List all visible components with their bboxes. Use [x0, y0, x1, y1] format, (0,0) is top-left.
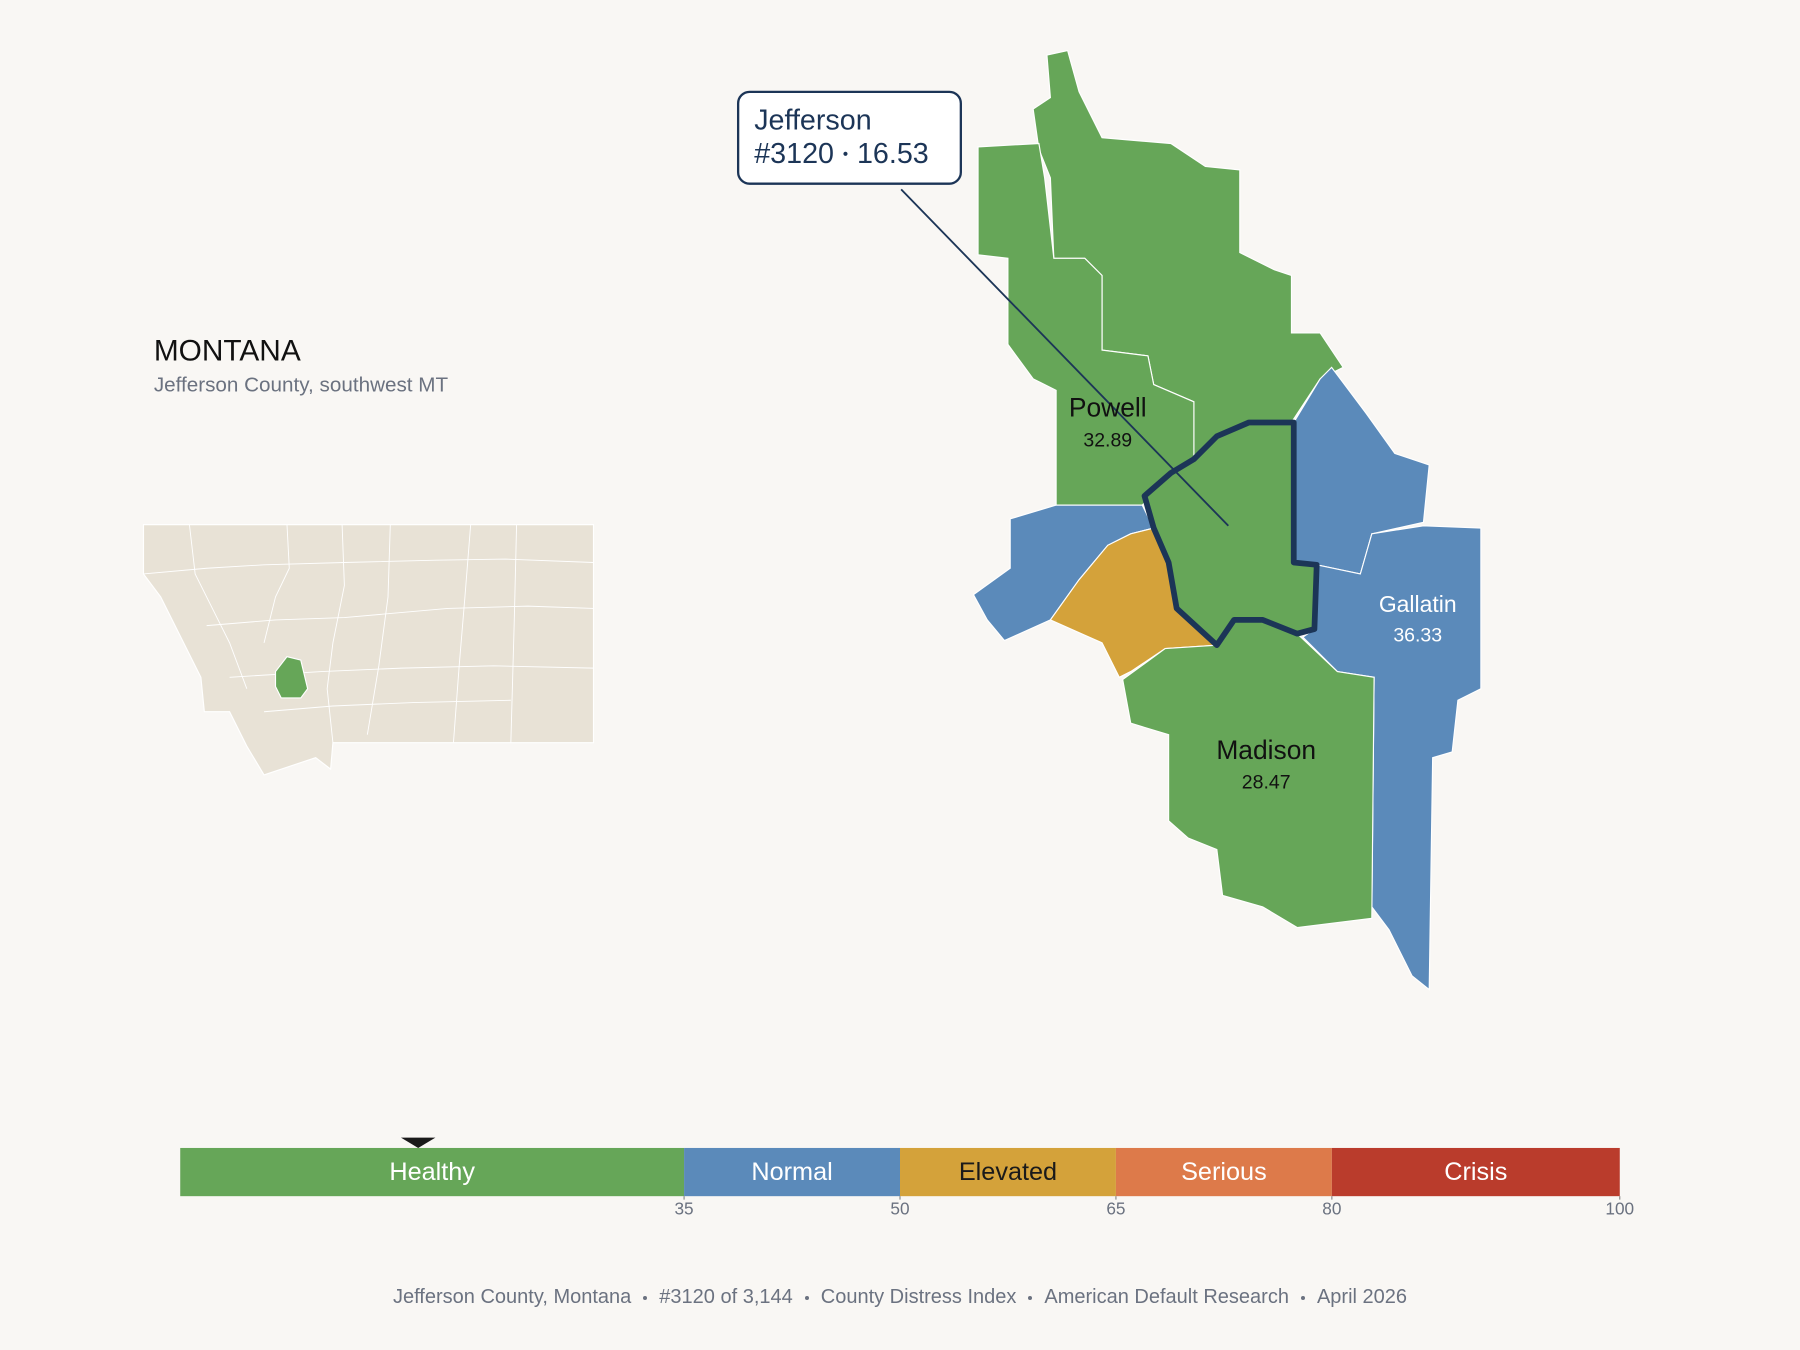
tooltip-name: Jefferson: [754, 105, 871, 137]
legend-bin-label: Elevated: [959, 1158, 1057, 1186]
counties: [972, 49, 1482, 991]
county-value: 36.33: [1393, 625, 1442, 647]
legend-bin-label: Serious: [1181, 1158, 1267, 1186]
county-value: 28.47: [1242, 772, 1291, 794]
state-shape: [142, 524, 595, 776]
county-name: Madison: [1216, 735, 1316, 765]
legend-bin: [900, 1147, 1116, 1197]
tooltip: Jefferson #3120 16.53: [736, 90, 962, 185]
county-name: Powell: [1069, 393, 1147, 423]
county-shape: [977, 142, 1195, 506]
legend: Healthy Normal Elevated Serious Crisis 35 50 65…: [180, 1137, 1634, 1219]
legend-tick-label: 100: [1605, 1199, 1634, 1219]
tooltip-rank: #3120: [754, 138, 834, 170]
legend-tick-label: 65: [1106, 1199, 1125, 1219]
footer-item: American Default Research: [1044, 1286, 1289, 1308]
legend-tick-label: 80: [1322, 1199, 1341, 1219]
footer-separator: [1300, 1295, 1305, 1300]
county-value: 32.89: [1083, 430, 1132, 452]
inset-map: [142, 524, 595, 776]
legend-bin: [684, 1147, 900, 1197]
legend-bin-label: Crisis: [1444, 1158, 1507, 1186]
tooltip-connector: [900, 188, 1229, 527]
footer-item: #3120 of 3,144: [659, 1286, 793, 1308]
value-marker: [400, 1137, 436, 1148]
inset-highlight: [274, 655, 309, 699]
footer-item: April 2026: [1316, 1286, 1408, 1308]
legend-bin-label: Healthy: [389, 1158, 475, 1186]
legend-bin: [1115, 1147, 1332, 1197]
legend-bin: [1331, 1147, 1620, 1197]
title: MONTANA: [154, 334, 301, 367]
legend-bin-label: Normal: [751, 1158, 832, 1186]
legend-tick-label: 35: [674, 1199, 693, 1219]
footer-separator: [1028, 1295, 1033, 1300]
footer-item: County Distress Index: [820, 1286, 1017, 1308]
footer-separator: [804, 1295, 809, 1300]
highlight-county: [1141, 419, 1320, 649]
county-name: Gallatin: [1379, 591, 1457, 617]
footer: Jefferson County, Montana #3120 of 3,144 C…: [0, 1286, 1800, 1309]
tooltip-box: [736, 90, 962, 185]
legend-bin: [180, 1147, 685, 1197]
subtitle: Jefferson County, southwest MT: [154, 373, 449, 396]
legend-tick-label: 50: [890, 1199, 909, 1219]
tooltip-value: 16.53: [857, 138, 929, 170]
footer-separator: [643, 1295, 648, 1300]
county-lines: [143, 524, 594, 743]
tooltip-separator: [843, 151, 848, 156]
footer-item: Jefferson County, Montana: [392, 1286, 632, 1308]
